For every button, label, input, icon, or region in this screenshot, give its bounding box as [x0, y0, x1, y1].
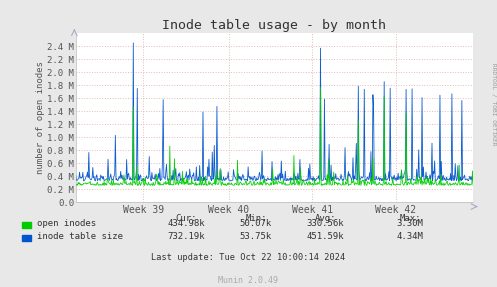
Text: 434.98k: 434.98k	[167, 219, 205, 228]
Text: Last update: Tue Oct 22 10:00:14 2024: Last update: Tue Oct 22 10:00:14 2024	[152, 253, 345, 262]
Text: 3.30M: 3.30M	[397, 219, 423, 228]
Text: inode table size: inode table size	[37, 232, 123, 241]
Text: 4.34M: 4.34M	[397, 232, 423, 241]
Text: 451.59k: 451.59k	[307, 232, 344, 241]
Text: Munin 2.0.49: Munin 2.0.49	[219, 276, 278, 284]
Title: Inode table usage - by month: Inode table usage - by month	[163, 19, 386, 32]
Text: 53.75k: 53.75k	[240, 232, 272, 241]
Text: RRDTOOL / TOBI OETIKER: RRDTOOL / TOBI OETIKER	[491, 63, 496, 146]
Text: 330.56k: 330.56k	[307, 219, 344, 228]
Text: open inodes: open inodes	[37, 219, 96, 228]
Text: 50.07k: 50.07k	[240, 219, 272, 228]
Text: Max:: Max:	[399, 214, 421, 223]
Text: Cur:: Cur:	[175, 214, 197, 223]
Text: Min:: Min:	[245, 214, 267, 223]
Text: 732.19k: 732.19k	[167, 232, 205, 241]
Y-axis label: number of open inodes: number of open inodes	[35, 61, 45, 174]
Text: Avg:: Avg:	[315, 214, 336, 223]
